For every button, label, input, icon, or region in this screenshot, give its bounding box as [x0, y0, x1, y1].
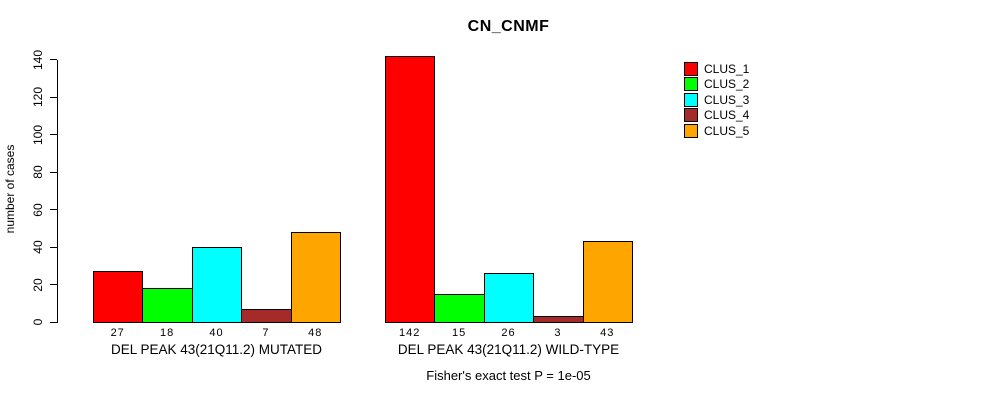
legend-label: CLUS_2: [704, 77, 750, 91]
legend-swatch-clus-3: [684, 92, 698, 107]
y-tick-mark: [50, 134, 57, 135]
bar-clus-1-group2: [385, 55, 436, 323]
bar-value-label: 3: [554, 327, 562, 339]
legend-entry-clus-2: CLUS_2: [684, 77, 750, 91]
legend-entry-clus-1: CLUS_1: [684, 61, 750, 76]
y-tick-mark: [50, 59, 57, 60]
legend: CLUS_1 CLUS_2 CLUS_3 CLUS_4 CLUS_5: [684, 61, 750, 140]
y-tick-mark: [50, 284, 57, 285]
category-label-group2: DEL PEAK 43(21Q11.2) WILD-TYPE: [397, 342, 620, 357]
bar-clus-2-group1: [142, 288, 193, 323]
annotation-fisher-test: Fisher's exact test P = 1e-05: [426, 368, 591, 383]
y-tick-label: 0: [31, 318, 45, 326]
legend-swatch-clus-2: [684, 77, 698, 91]
bar-value-label: 26: [501, 327, 516, 339]
y-axis-label: number of cases: [3, 144, 17, 234]
bar-clus-3-group1: [191, 247, 243, 323]
bar-clus-2-group2: [434, 293, 485, 323]
category-label-group1: DEL PEAK 43(21Q11.2) MUTATED: [110, 342, 323, 357]
bar-value-label: 7: [262, 327, 270, 339]
legend-label: CLUS_3: [704, 92, 750, 107]
legend-swatch-clus-5: [684, 123, 698, 138]
y-tick-label: 140: [31, 49, 45, 70]
legend-entry-clus-4: CLUS_4: [684, 108, 750, 122]
bar-clus-1-group1: [93, 271, 144, 323]
y-tick-mark: [50, 246, 57, 248]
y-tick-label: 60: [31, 202, 45, 217]
y-tick-label: 40: [31, 240, 45, 254]
bar-value-label: 43: [600, 327, 615, 339]
chart-title: CN_CNMF: [467, 18, 550, 35]
bar-value-label: 27: [110, 327, 125, 339]
legend-label: CLUS_4: [704, 108, 750, 122]
legend-swatch-clus-1: [684, 61, 698, 76]
y-tick-label: 120: [31, 86, 45, 108]
legend-label: CLUS_1: [704, 61, 750, 76]
y-tick-label: 100: [31, 124, 45, 145]
bar-value-label: 18: [159, 327, 175, 339]
y-tick-mark: [50, 209, 57, 210]
bar-value-label: 48: [308, 327, 323, 339]
y-axis-line: [57, 59, 58, 323]
bar-clus-4-group2: [533, 316, 584, 323]
bar-value-label: 15: [451, 327, 467, 339]
legend-entry-clus-3: CLUS_3: [684, 92, 750, 107]
y-tick-mark: [50, 171, 57, 173]
bar-clus-5-group1: [290, 232, 341, 323]
legend-entry-clus-5: CLUS_5: [684, 123, 750, 138]
bar-value-label: 142: [399, 327, 421, 339]
y-tick-label: 20: [31, 277, 45, 292]
y-tick-label: 80: [31, 165, 45, 179]
bar-value-label: 40: [209, 327, 224, 339]
legend-swatch-clus-4: [684, 108, 698, 122]
legend-label: CLUS_5: [704, 123, 750, 138]
bar-clus-4-group1: [241, 308, 292, 323]
bar-clus-3-group2: [483, 273, 535, 323]
y-tick-mark: [50, 96, 57, 98]
bar-clus-5-group2: [582, 241, 633, 323]
y-tick-mark: [50, 321, 57, 323]
